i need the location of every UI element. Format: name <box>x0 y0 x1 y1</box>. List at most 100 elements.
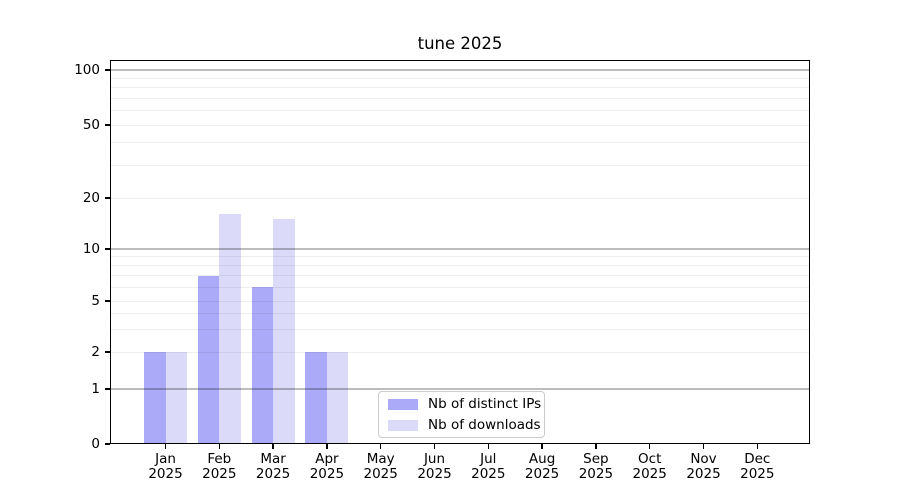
y-tick-label: 10 <box>82 241 100 257</box>
x-tick-month: Aug <box>528 451 556 467</box>
x-tick-mark <box>380 444 382 449</box>
bar-nb-of-distinct-ips-apr <box>305 352 327 444</box>
x-tick-label: Sep 2025 <box>566 452 626 482</box>
gridline-minor <box>110 142 810 144</box>
x-tick-year: 2025 <box>740 466 775 482</box>
x-tick-label: Jan 2025 <box>136 452 196 482</box>
x-tick-mark <box>595 444 597 449</box>
y-tick-mark <box>104 248 110 250</box>
plot-area <box>110 60 810 444</box>
legend: Nb of distinct IPs Nb of downloads <box>378 391 545 438</box>
bar-nb-of-downloads-feb <box>219 214 241 444</box>
bar-nb-of-distinct-ips-feb <box>197 275 220 444</box>
gridline-major <box>110 248 810 250</box>
x-tick-month: Nov <box>690 451 717 467</box>
x-tick-label: Oct 2025 <box>620 452 680 482</box>
x-tick-year: 2025 <box>632 466 667 482</box>
x-tick-mark <box>326 444 328 449</box>
gridline-minor <box>110 275 810 277</box>
x-tick-month: Jul <box>480 451 497 467</box>
y-tick-mark <box>104 197 110 199</box>
x-tick-label: Dec 2025 <box>727 452 787 482</box>
x-tick-label: Mar 2025 <box>243 452 303 482</box>
gridline-minor <box>110 77 810 79</box>
legend-label-distinct-ips: Nb of distinct IPs <box>428 396 542 412</box>
gridline-minor <box>110 110 810 112</box>
y-tick-mark <box>104 69 110 71</box>
x-tick-label: Jun 2025 <box>405 452 465 482</box>
gridline-minor <box>110 165 810 167</box>
bar-nb-of-downloads-apr <box>326 352 349 444</box>
x-tick-year: 2025 <box>524 466 560 482</box>
gridline-minor <box>110 300 810 302</box>
y-tick-label: 2 <box>91 344 100 360</box>
x-tick-year: 2025 <box>363 466 398 482</box>
x-tick-mark <box>164 444 167 449</box>
x-tick-year: 2025 <box>309 466 345 482</box>
x-tick-label: Feb 2025 <box>189 452 249 482</box>
x-tick-label: Aug 2025 <box>512 452 572 482</box>
x-tick-year: 2025 <box>578 466 614 482</box>
y-tick-label: 100 <box>74 62 100 78</box>
gridline-minor <box>110 328 810 330</box>
y-tick-label: 1 <box>91 381 100 397</box>
x-tick-year: 2025 <box>255 466 291 482</box>
y-tick-mark <box>104 388 110 390</box>
x-tick-year: 2025 <box>202 466 237 482</box>
x-tick-mark <box>649 444 651 449</box>
x-tick-month: Feb <box>207 451 232 467</box>
x-tick-month: Oct <box>638 451 662 467</box>
gridline-major <box>110 388 810 390</box>
x-tick-label: Nov 2025 <box>674 452 734 482</box>
gridline-minor <box>110 286 810 288</box>
gridline-minor <box>110 265 810 267</box>
x-tick-month: May <box>366 451 395 467</box>
legend-swatch-downloads <box>388 419 418 431</box>
bar-nb-of-downloads-mar <box>273 219 295 444</box>
x-tick-month: Sep <box>583 451 609 467</box>
gridline-minor <box>110 124 810 126</box>
gridline-minor <box>110 97 810 99</box>
x-tick-mark <box>756 444 758 449</box>
x-tick-label: Apr 2025 <box>297 452 357 482</box>
x-tick-mark <box>702 444 705 449</box>
x-tick-year: 2025 <box>471 466 506 482</box>
legend-item-downloads: Nb of downloads <box>388 417 541 433</box>
x-tick-month: Dec <box>744 451 771 467</box>
x-tick-month: Mar <box>260 451 286 467</box>
chart-title: tune 2025 <box>417 34 503 53</box>
y-tick-label: 5 <box>91 293 100 309</box>
y-tick-label: 0 <box>91 436 100 452</box>
gridline-minor <box>110 351 810 353</box>
x-tick-month: Jun <box>423 451 446 467</box>
x-tick-label: May 2025 <box>351 452 411 482</box>
x-tick-mark <box>433 444 436 449</box>
y-tick-mark <box>104 300 110 302</box>
y-tick-mark <box>104 443 110 445</box>
x-tick-month: Jan <box>155 451 176 467</box>
x-tick-mark <box>487 444 489 449</box>
bar-nb-of-distinct-ips-jan <box>144 352 166 444</box>
legend-item-distinct-ips: Nb of distinct IPs <box>388 396 541 412</box>
x-tick-year: 2025 <box>686 466 721 482</box>
gridline-minor <box>110 312 810 314</box>
x-tick-mark <box>541 444 543 449</box>
x-tick-year: 2025 <box>417 466 452 482</box>
y-tick-mark <box>104 124 110 126</box>
gridline-major <box>110 69 810 71</box>
x-tick-mark <box>272 444 274 449</box>
gridline-minor <box>110 197 810 199</box>
x-tick-month: Apr <box>315 451 339 467</box>
x-tick-label: Jul 2025 <box>458 452 518 482</box>
bar-nb-of-downloads-jan <box>165 352 187 444</box>
x-tick-mark <box>218 444 220 449</box>
gridline-minor <box>110 87 810 89</box>
y-tick-label: 20 <box>82 190 100 206</box>
legend-swatch-distinct-ips <box>388 398 418 410</box>
y-tick-mark <box>104 351 110 353</box>
bar-nb-of-distinct-ips-mar <box>251 287 274 444</box>
gridline-minor <box>110 256 810 258</box>
x-tick-year: 2025 <box>148 466 183 482</box>
legend-label-downloads: Nb of downloads <box>428 417 541 433</box>
